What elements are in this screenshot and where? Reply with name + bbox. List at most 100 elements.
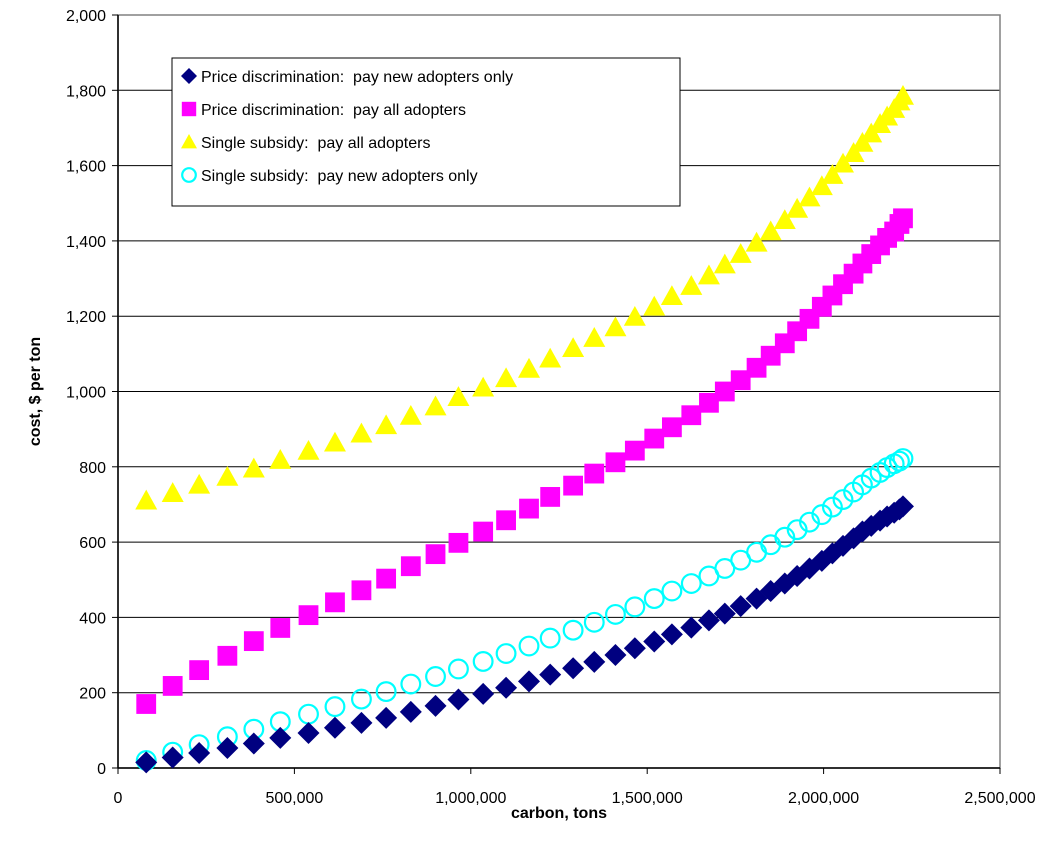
data-point <box>518 670 541 693</box>
data-point <box>217 645 238 666</box>
data-point <box>699 392 719 413</box>
data-point <box>216 737 239 760</box>
data-point <box>842 142 865 162</box>
data-point <box>400 673 422 695</box>
legend-marker <box>181 167 197 183</box>
data-point <box>269 726 292 749</box>
data-point <box>495 367 518 388</box>
data-point <box>892 448 914 469</box>
data-point <box>680 616 703 639</box>
data-point <box>324 696 346 718</box>
data-point <box>759 220 782 241</box>
data-point <box>447 386 470 406</box>
series-triangle <box>135 84 914 510</box>
data-point <box>893 208 913 229</box>
axes: 0 200 400 600 800 1,000 1,200 1,400 1,600 1,800 2,… <box>66 8 1036 807</box>
x-tick-label: 1,000,000 <box>435 790 506 807</box>
data-point <box>583 650 606 673</box>
data-point <box>624 596 646 618</box>
data-point <box>730 370 751 391</box>
data-point <box>376 568 397 589</box>
data-point <box>584 463 605 484</box>
data-point <box>189 660 210 681</box>
data-point <box>496 510 516 531</box>
data-point <box>350 422 373 443</box>
data-point <box>729 595 752 618</box>
data-point <box>297 439 320 460</box>
data-point <box>472 682 495 705</box>
data-point <box>448 532 469 553</box>
data-point <box>889 450 910 472</box>
data-point <box>448 658 469 680</box>
data-point <box>661 580 683 602</box>
data-point <box>821 496 843 518</box>
x-axis-title: carbon, tons <box>511 805 607 822</box>
data-point <box>539 663 562 686</box>
data-point <box>518 357 541 378</box>
data-point <box>623 637 646 660</box>
data-point <box>399 404 422 425</box>
legend-marker <box>181 101 197 117</box>
data-point <box>714 558 736 579</box>
data-point <box>135 489 158 510</box>
data-point <box>472 376 495 397</box>
data-point <box>495 676 518 699</box>
data-point <box>518 635 540 657</box>
data-point <box>605 452 626 473</box>
data-point <box>562 619 584 641</box>
data-point <box>136 694 157 714</box>
data-point <box>680 275 703 295</box>
data-point <box>269 449 292 469</box>
y-tick-label: 400 <box>79 610 106 627</box>
y-tick-label: 200 <box>79 686 106 703</box>
data-point <box>242 457 265 478</box>
y-tick-label: 1,800 <box>66 83 106 100</box>
data-point <box>270 618 291 638</box>
x-tick-label: 1,500,000 <box>612 790 683 807</box>
data-point <box>644 428 665 449</box>
data-point <box>188 473 211 494</box>
y-tick-label: 600 <box>79 535 106 552</box>
data-point <box>604 603 626 625</box>
data-point <box>832 152 855 173</box>
data-point <box>161 746 184 769</box>
data-point <box>623 305 646 326</box>
data-point <box>811 504 833 526</box>
data-point <box>162 676 183 696</box>
series-diamond <box>135 495 914 774</box>
legend-box <box>171 57 681 207</box>
data-point <box>832 489 854 511</box>
data-point <box>798 186 821 207</box>
data-point <box>681 405 702 426</box>
data-point <box>495 643 517 664</box>
data-point <box>697 264 720 285</box>
data-point <box>713 602 736 625</box>
data-point <box>375 414 398 435</box>
data-point <box>243 631 264 652</box>
data-point <box>821 164 844 184</box>
data-point <box>350 711 373 734</box>
data-point <box>697 609 720 632</box>
x-tick-label: 2,000,000 <box>788 790 859 807</box>
series-layer <box>135 84 914 774</box>
legend-marker <box>181 134 197 149</box>
data-point <box>375 706 398 729</box>
data-point <box>323 716 346 739</box>
data-point <box>583 611 605 633</box>
data-point <box>425 666 446 687</box>
data-point <box>604 316 627 337</box>
data-point <box>424 694 447 717</box>
data-point <box>188 741 211 764</box>
y-tick-label: 1,600 <box>66 159 106 176</box>
data-point <box>799 511 820 533</box>
legend-label: Single subsidy: pay all adopters <box>201 135 430 152</box>
data-point <box>424 395 447 416</box>
y-tick-label: 2,000 <box>66 8 106 25</box>
data-point <box>323 431 346 452</box>
data-point <box>351 580 372 601</box>
data-point <box>539 627 561 649</box>
data-point <box>350 688 372 710</box>
data-point <box>447 688 470 711</box>
x-tick-label: 2,500,000 <box>964 790 1035 807</box>
x-tick-label: 500,000 <box>265 790 323 807</box>
